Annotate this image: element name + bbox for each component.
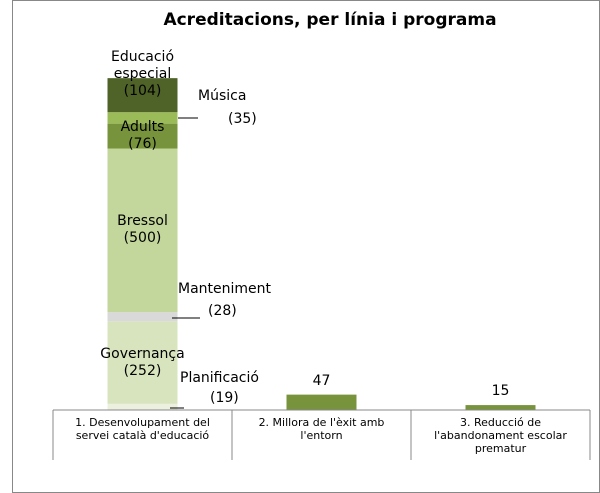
bar-segment [107, 123, 178, 149]
segment-name: Governança [100, 345, 185, 362]
data-label: (252) [123, 362, 162, 379]
data-label: 47 [312, 372, 331, 389]
bar-segment [107, 403, 178, 410]
segment-name: Adults [120, 119, 165, 136]
segment-name: Planificació [180, 370, 259, 386]
segment-name: Música [198, 88, 247, 104]
x-tick-label: 1. Desenvolupament del servei català d'e… [75, 416, 210, 442]
data-label: (28) [208, 303, 237, 319]
data-label: (19) [210, 390, 239, 406]
bar-segment [465, 405, 536, 410]
bar-segment [286, 394, 357, 410]
segment-label: Governança (252) [98, 346, 188, 380]
bar-segment [107, 112, 178, 124]
data-label: 15 [491, 383, 510, 400]
segment-name: Educació especial [110, 49, 175, 83]
chart-title: Acreditacions, per línia i programa [163, 10, 497, 30]
x-tick-label: 2. Millora de l'èxit amb l'entorn [258, 416, 385, 442]
bar-segment [107, 148, 178, 313]
data-label: (35) [228, 111, 257, 127]
segment-label: Bressol (500) [98, 213, 188, 247]
segment-name: Bressol [117, 213, 168, 230]
bar-segment [107, 312, 178, 322]
bar-segment [107, 321, 178, 404]
data-label: (76) [128, 136, 157, 153]
segment-label: Educació especial (104) [98, 49, 188, 100]
data-label: (500) [123, 230, 162, 247]
bar-segment [107, 78, 178, 113]
segment-label: Adults (76) [98, 119, 188, 153]
x-tick-label: 3. Reducció de l'abandonament escolar pr… [434, 416, 567, 455]
segment-name: Manteniment [178, 281, 272, 297]
data-label: (104) [123, 83, 162, 100]
